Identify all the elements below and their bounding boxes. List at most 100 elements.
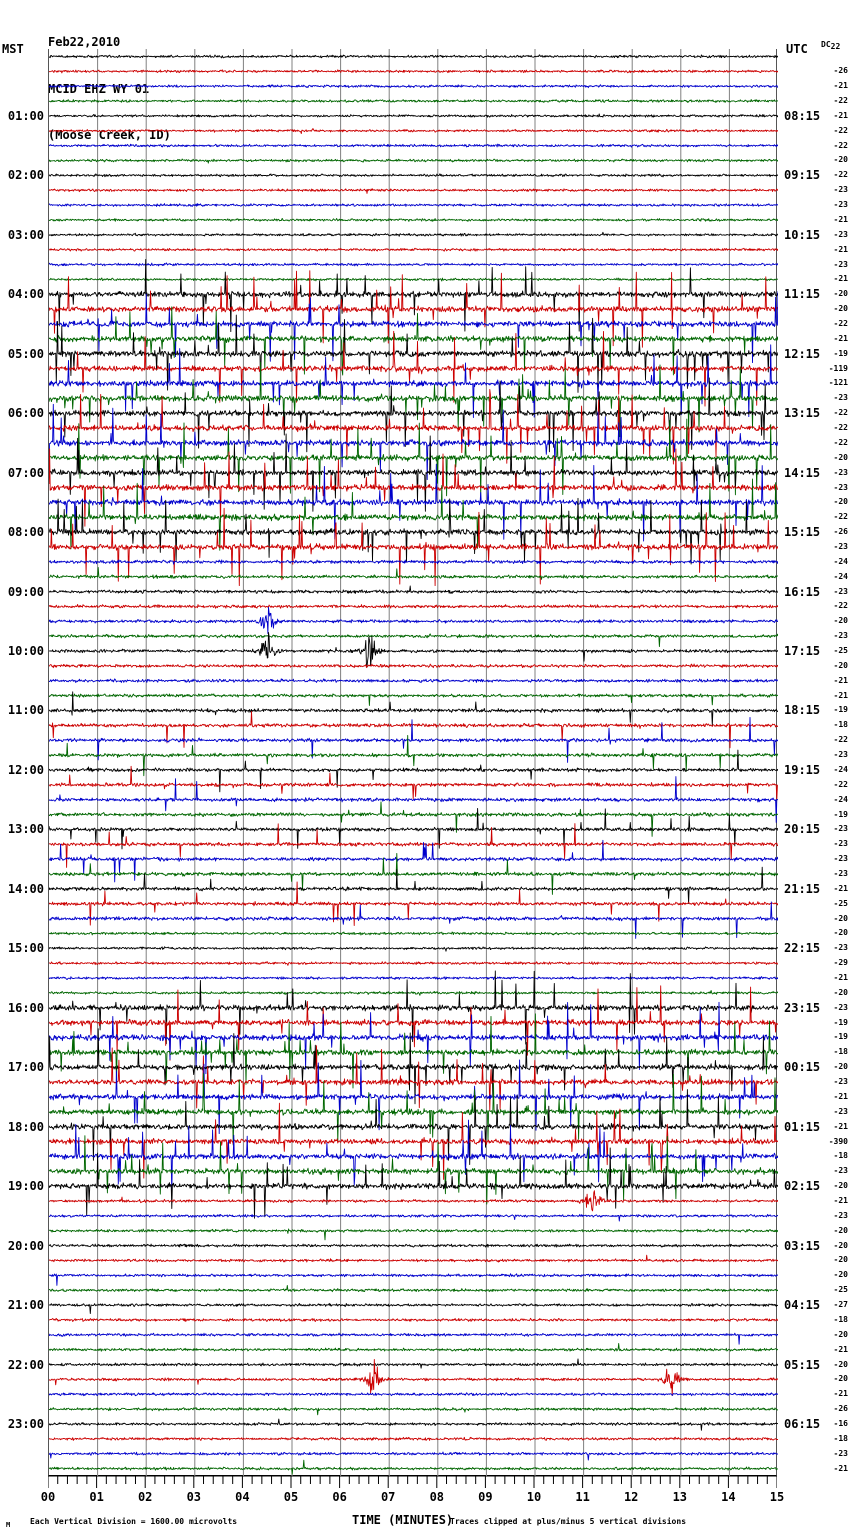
dc-offset-value: -22 [833, 318, 848, 328]
dc-offset-value: -23 [833, 482, 848, 492]
dc-offset-value: -21 [833, 675, 848, 685]
utc-time-label: 12:15 [784, 346, 821, 361]
dc-offset-value: -22 [833, 437, 848, 447]
dc-offset-value: -18 [833, 1314, 848, 1324]
dc-offset-value: -20 [833, 1329, 848, 1339]
utc-time-label: 16:15 [784, 584, 821, 599]
x-tick-label: 02 [137, 1490, 153, 1504]
x-axis-ticks [48, 1476, 777, 1488]
x-tick-label: 12 [623, 1490, 639, 1504]
mst-time-label: 06:00 [7, 406, 44, 421]
dc-offset-value: -25 [833, 898, 848, 908]
dc-offset-value: -23 [833, 1077, 848, 1087]
mst-axis-title: MST [2, 42, 24, 56]
x-tick-label: 08 [429, 1490, 445, 1504]
mst-time-label: 21:00 [7, 1298, 44, 1313]
mst-time-label: 09:00 [7, 584, 44, 599]
dc-offset-value: -119 [828, 363, 848, 373]
dc-offset-value: -22 [833, 96, 848, 106]
dc-offset-value: -22 [833, 408, 848, 418]
dc-offset-value: -21 [833, 883, 848, 893]
dc-offset-value: -20 [833, 1181, 848, 1191]
dc-offset-value: -23 [833, 200, 848, 210]
dc-offset-value: -18 [833, 1151, 848, 1161]
utc-axis-title: UTC [786, 42, 808, 56]
dc-offset-value: -23 [833, 854, 848, 864]
dc-offset-value: -121 [828, 378, 848, 388]
utc-time-label: 15:15 [784, 525, 821, 540]
dc-offset-value: -20 [833, 1270, 848, 1280]
utc-time-label: 10:15 [784, 227, 821, 242]
utc-time-label: 13:15 [784, 406, 821, 421]
dc-offset-value: -18 [833, 1433, 848, 1443]
helicorder-plot[interactable] [48, 49, 778, 1476]
dc-offset-value: -23 [833, 1210, 848, 1220]
dc-offset-value: -20 [833, 913, 848, 923]
mst-time-label: 05:00 [7, 346, 44, 361]
dc-offset-value: -20 [833, 987, 848, 997]
dc-header-sub: 22 [830, 42, 841, 51]
dc-offset-value: -23 [833, 868, 848, 878]
dc-offset-value: -29 [833, 958, 848, 968]
dc-offset-value: -22 [833, 140, 848, 150]
x-axis-title: TIME (MINUTES) [352, 1513, 454, 1527]
mst-time-label: 11:00 [7, 703, 44, 718]
x-tick-label: 11 [575, 1490, 590, 1504]
utc-time-label: 23:15 [784, 1000, 821, 1015]
mst-time-label: 02:00 [7, 168, 44, 183]
dc-offset-value: -21 [833, 333, 848, 343]
dc-offset-value: -21 [833, 244, 848, 254]
dc-offset-value: -25 [833, 646, 848, 656]
dc-offset-value: -23 [833, 824, 848, 834]
header-date: Feb22,2010 [48, 35, 121, 49]
utc-time-label: 02:15 [784, 1179, 821, 1194]
dc-offset-value: -21 [833, 1196, 848, 1205]
utc-time-label: 01:15 [784, 1119, 821, 1134]
utc-time-label: 20:15 [784, 822, 821, 837]
dc-offset-value: -20 [833, 497, 848, 507]
dc-offset-value: -20 [833, 1359, 848, 1369]
dc-offset-value: -24 [833, 764, 848, 774]
dc-offset-value: -23 [833, 1448, 848, 1458]
dc-offset-value: -23 [833, 1002, 848, 1012]
utc-time-label: 00:15 [784, 1060, 821, 1075]
dc-offset-value: -19 [833, 809, 848, 819]
dc-offset-value: -22 [833, 512, 848, 522]
dc-offset-value: -21 [833, 1389, 848, 1399]
dc-offset-value: -27 [833, 1300, 848, 1310]
dc-offset-value: -19 [833, 348, 848, 358]
dc-offset-value: -23 [833, 750, 848, 760]
dc-offset-value: -20 [833, 1240, 848, 1250]
mst-time-label: 15:00 [7, 941, 44, 956]
mst-time-label: 20:00 [7, 1238, 44, 1253]
utc-time-label: 04:15 [784, 1298, 821, 1313]
mst-time-label: 14:00 [7, 881, 44, 896]
dc-offset-value: -19 [833, 1017, 848, 1027]
dc-offset-value: -21 [833, 274, 848, 284]
dc-offset-value: -26 [833, 1404, 848, 1414]
utc-time-label: 22:15 [784, 941, 821, 956]
scale-note: Each Vertical Division = 1600.00 microvo… [30, 1517, 238, 1526]
mst-time-label: 18:00 [7, 1119, 44, 1134]
dc-offset-value: -22 [833, 423, 848, 433]
x-tick-label: 15 [769, 1490, 785, 1504]
mst-time-label: 23:00 [7, 1416, 44, 1431]
dc-offset-value: -25 [833, 1285, 848, 1295]
dc-offset-value: -390 [828, 1136, 848, 1146]
utc-time-label: 08:15 [784, 108, 821, 123]
dc-offset-value: -22 [833, 601, 848, 611]
dc-offset-value: -20 [833, 928, 848, 938]
dc-offset-value: -22 [833, 735, 848, 745]
utc-time-label: 11:15 [784, 287, 821, 302]
clip-note: Traces clipped at plus/minus 5 vertical … [450, 1517, 687, 1526]
mst-time-label: 13:00 [7, 822, 44, 837]
utc-time-label: 14:15 [784, 465, 821, 480]
dc-offset-value: -21 [833, 1091, 848, 1101]
mst-time-label: 04:00 [7, 287, 44, 302]
dc-offset-value: -21 [833, 690, 848, 700]
dc-offset-value: -16 [833, 1418, 848, 1428]
corner-mark: M [6, 1521, 11, 1529]
dc-offset-value: -24 [833, 794, 848, 804]
x-tick-label: 01 [89, 1490, 104, 1504]
mst-time-label: 12:00 [7, 762, 44, 777]
